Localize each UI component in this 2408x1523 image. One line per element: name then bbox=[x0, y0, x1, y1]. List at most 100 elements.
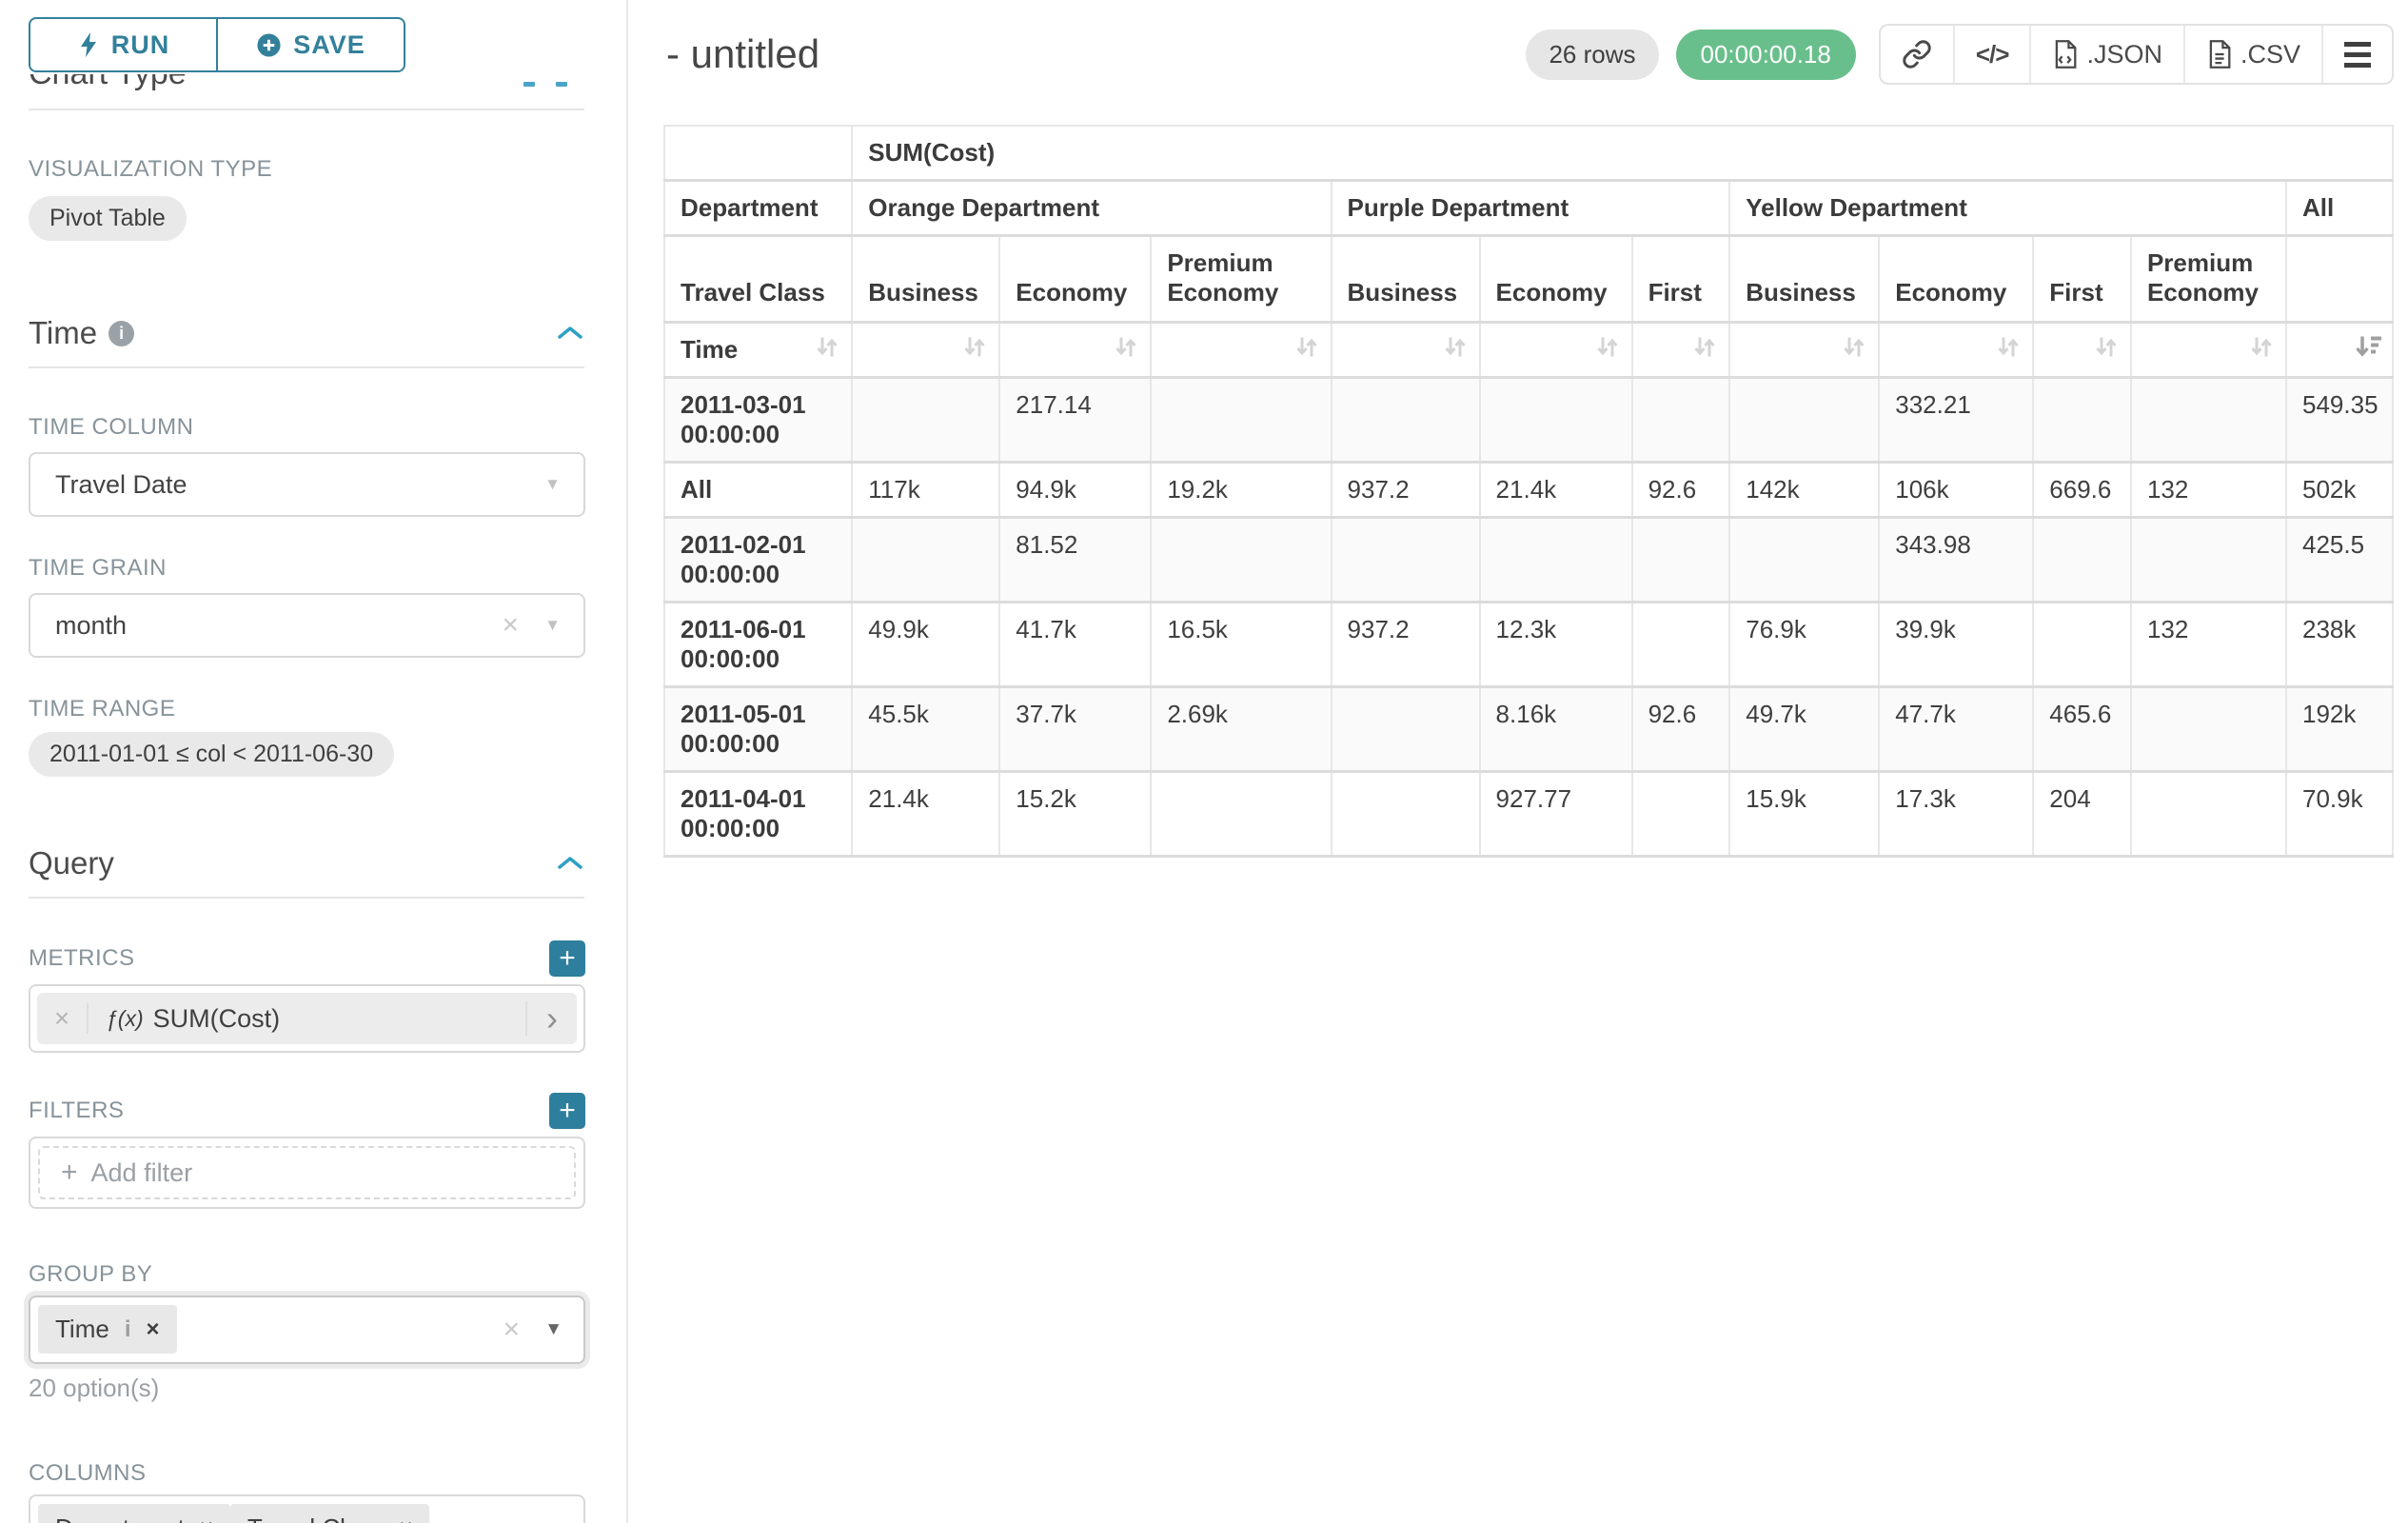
remove-metric-icon[interactable]: × bbox=[37, 1003, 89, 1034]
filters-control: + Add filter bbox=[29, 1137, 585, 1209]
sortable-column-header[interactable] bbox=[1630, 321, 1731, 379]
sortable-column-header[interactable] bbox=[998, 321, 1153, 379]
pivot-cell: 92.6 bbox=[1630, 461, 1731, 519]
caret-down-icon[interactable]: ▼ bbox=[544, 1319, 563, 1339]
pivot-cell: 94.9k bbox=[998, 461, 1153, 519]
add-filter-label: Add filter bbox=[90, 1157, 193, 1187]
sortable-column-header[interactable] bbox=[1728, 321, 1881, 379]
filters-label: FILTERS bbox=[29, 1098, 125, 1123]
sortable-column-header[interactable] bbox=[1330, 321, 1481, 379]
pivot-cell: 117k bbox=[851, 461, 1001, 519]
sortable-column-header[interactable] bbox=[1878, 321, 2035, 379]
columns-select[interactable]: Department×Travel Class× × ▼ bbox=[29, 1494, 585, 1523]
pivot-cell: 217.14 bbox=[998, 376, 1153, 464]
sortable-column-header[interactable] bbox=[1478, 321, 1633, 379]
pivot-cell: 19.2k bbox=[1150, 461, 1332, 519]
department-group-header: All bbox=[2285, 179, 2394, 237]
pill-label: Time bbox=[55, 1315, 109, 1343]
metric-pill[interactable]: × ƒ(x) SUM(Cost) › bbox=[37, 993, 577, 1044]
export-json-button[interactable]: .JSON bbox=[2029, 26, 2183, 83]
sortable-column-header[interactable] bbox=[2285, 321, 2394, 379]
row-axis-label-time[interactable]: Time bbox=[662, 321, 854, 379]
clear-icon[interactable]: × bbox=[502, 609, 519, 641]
time-grain-label: TIME GRAIN bbox=[29, 555, 168, 581]
section-divider bbox=[29, 109, 584, 110]
sort-descending-icon bbox=[2356, 336, 2381, 357]
remove-pill-icon[interactable]: × bbox=[200, 1515, 213, 1523]
pivot-cell bbox=[1150, 770, 1332, 858]
save-button[interactable]: SAVE bbox=[217, 17, 405, 72]
chevron-right-icon[interactable]: › bbox=[525, 1001, 577, 1036]
add-filter-button[interactable]: + Add filter bbox=[38, 1146, 576, 1199]
export-csv-label: .CSV bbox=[2240, 39, 2300, 69]
run-button[interactable]: RUN bbox=[29, 17, 217, 72]
pivot-cell: 21.4k bbox=[851, 770, 1001, 858]
metric-label: SUM(Cost) bbox=[152, 1003, 281, 1033]
file-csv-icon bbox=[2209, 40, 2231, 69]
add-filter-plus-button[interactable]: + bbox=[549, 1093, 585, 1129]
pivot-cell bbox=[1630, 601, 1731, 688]
metrics-label: METRICS bbox=[29, 945, 135, 971]
pill-label: Department bbox=[55, 1513, 185, 1523]
remove-pill-icon[interactable]: × bbox=[146, 1315, 160, 1342]
pivot-cell: 16.5k bbox=[1150, 601, 1332, 688]
time-column-select[interactable]: Travel Date ▼ bbox=[29, 452, 585, 517]
file-json-icon bbox=[2056, 40, 2077, 69]
sort-icon bbox=[1694, 337, 1715, 356]
selected-option-pill[interactable]: Department × bbox=[38, 1504, 230, 1523]
pill-label: Travel Class bbox=[247, 1513, 385, 1523]
time-range-pill[interactable]: 2011-01-01 ≤ col < 2011-06-30 bbox=[29, 732, 395, 777]
row-label: 2011-02-01 00:00:00 bbox=[662, 516, 854, 603]
pivot-cell bbox=[1478, 376, 1633, 464]
chart-header-controls: 26 rows 00:00:00.18 </> .JSON . bbox=[1526, 24, 2394, 85]
viz-type-pill[interactable]: Pivot Table bbox=[29, 196, 187, 241]
share-link-button[interactable] bbox=[1881, 26, 1953, 83]
time-column-label: TIME COLUMN bbox=[29, 414, 194, 440]
pivot-cell bbox=[1150, 376, 1332, 464]
pivot-row: 2011-04-01 00:00:00 21.4k 15.2k 927.77 15.9k… bbox=[662, 770, 2394, 858]
pivot-cell: 465.6 bbox=[2032, 685, 2132, 773]
sortable-column-header[interactable] bbox=[2032, 321, 2132, 379]
pivot-cell: 927.77 bbox=[1478, 770, 1633, 858]
clipped-icons bbox=[523, 82, 567, 87]
chart-title[interactable]: - untitled bbox=[666, 31, 820, 76]
sort-header-row: Time bbox=[662, 321, 2394, 379]
time-grain-select[interactable]: month × ▼ bbox=[29, 593, 585, 658]
pivot-cell: 39.9k bbox=[1878, 601, 2035, 688]
pivot-cell bbox=[1330, 376, 1481, 464]
query-timer-badge: 00:00:00.18 bbox=[1675, 29, 1856, 80]
chevron-up-icon[interactable] bbox=[556, 324, 584, 343]
pivot-cell bbox=[1150, 516, 1332, 603]
sortable-column-header[interactable] bbox=[1150, 321, 1332, 379]
sort-icon bbox=[817, 337, 838, 356]
export-csv-button[interactable]: .CSV bbox=[2182, 26, 2321, 83]
add-metric-button[interactable]: + bbox=[549, 940, 585, 977]
group-by-select[interactable]: Time i × × ▼ bbox=[29, 1296, 585, 1364]
pivot-cell: 192k bbox=[2285, 685, 2394, 773]
remove-pill-icon[interactable]: × bbox=[399, 1515, 412, 1523]
filters-label-row: FILTERS + bbox=[29, 1093, 585, 1129]
selected-option-pill[interactable]: Travel Class × bbox=[229, 1504, 430, 1523]
pivot-cell bbox=[2032, 601, 2132, 688]
pivot-cell bbox=[1728, 516, 1881, 603]
pivot-cell: 76.9k bbox=[1728, 601, 1881, 688]
time-grain-value: month bbox=[55, 610, 128, 640]
pivot-cell bbox=[1630, 376, 1731, 464]
time-column-value: Travel Date bbox=[55, 469, 188, 499]
pivot-cell: 238k bbox=[2285, 601, 2394, 688]
select-controls: × ▼ bbox=[503, 1315, 563, 1344]
sortable-column-header[interactable] bbox=[851, 321, 1001, 379]
view-query-button[interactable]: </> bbox=[1952, 26, 2030, 83]
travel-class-header: First bbox=[2032, 234, 2132, 324]
menu-button[interactable] bbox=[2321, 26, 2392, 83]
sortable-column-header[interactable] bbox=[2129, 321, 2288, 379]
pivot-cell bbox=[2129, 376, 2288, 464]
travel-class-header: Business bbox=[1728, 234, 1881, 324]
selected-option-pill[interactable]: Time i × bbox=[38, 1305, 177, 1354]
chevron-up-icon[interactable] bbox=[556, 854, 584, 873]
metrics-label-row: METRICS + bbox=[29, 940, 585, 977]
pivot-cell: 132 bbox=[2129, 601, 2288, 688]
pivot-cell bbox=[851, 516, 1001, 603]
clear-icon[interactable]: × bbox=[503, 1314, 521, 1345]
sort-icon bbox=[1596, 337, 1618, 356]
